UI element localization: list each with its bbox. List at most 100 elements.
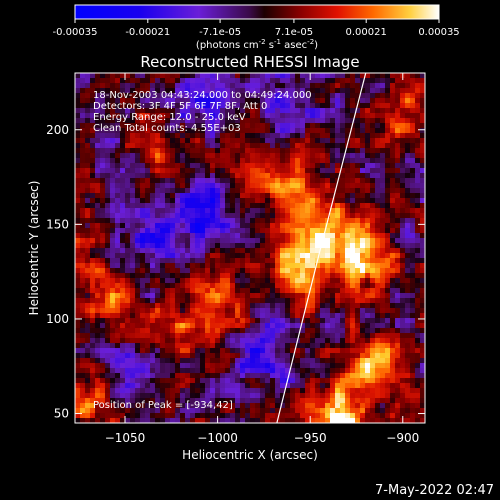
heatmap-cell	[270, 363, 275, 368]
heatmap-cell	[120, 273, 125, 278]
heatmap-cell	[90, 418, 95, 423]
heatmap-cell	[155, 213, 160, 218]
heatmap-cell	[305, 378, 310, 383]
heatmap-cell	[170, 403, 175, 408]
heatmap-cell	[145, 163, 150, 168]
heatmap-cell	[285, 288, 290, 293]
heatmap-cell	[285, 98, 290, 103]
heatmap-cell	[375, 323, 380, 328]
heatmap-cell	[195, 218, 200, 223]
heatmap-cell	[85, 418, 90, 423]
heatmap-cell	[335, 203, 340, 208]
heatmap-cell	[345, 83, 350, 88]
heatmap-cell	[385, 283, 390, 288]
heatmap-cell	[335, 318, 340, 323]
heatmap-cell	[285, 293, 290, 298]
heatmap-cell	[150, 238, 155, 243]
heatmap-cell	[365, 328, 370, 333]
heatmap-cell	[270, 83, 275, 88]
heatmap-cell	[345, 123, 350, 128]
heatmap-cell	[135, 158, 140, 163]
heatmap-cell	[325, 173, 330, 178]
heatmap-cell	[205, 318, 210, 323]
heatmap-cell	[150, 378, 155, 383]
heatmap-cell	[225, 78, 230, 83]
heatmap-cell	[400, 123, 405, 128]
heatmap-cell	[250, 248, 255, 253]
heatmap-cell	[130, 413, 135, 418]
heatmap-cell	[210, 353, 215, 358]
heatmap-cell	[350, 308, 355, 313]
heatmap-cell	[210, 223, 215, 228]
heatmap-cell	[380, 188, 385, 193]
heatmap-cell	[230, 293, 235, 298]
heatmap-cell	[145, 283, 150, 288]
heatmap-cell	[160, 73, 165, 78]
heatmap-cell	[130, 398, 135, 403]
heatmap-cell	[370, 148, 375, 153]
heatmap-cell	[105, 208, 110, 213]
heatmap-cell	[135, 288, 140, 293]
heatmap-cell	[370, 273, 375, 278]
heatmap-cell	[325, 138, 330, 143]
heatmap-cell	[75, 263, 80, 268]
heatmap-cell	[290, 103, 295, 108]
heatmap-cell	[135, 403, 140, 408]
heatmap-cell	[385, 188, 390, 193]
heatmap-cell	[325, 118, 330, 123]
heatmap-cell	[130, 223, 135, 228]
heatmap-cell	[270, 138, 275, 143]
heatmap-cell	[190, 348, 195, 353]
heatmap-cell	[200, 213, 205, 218]
heatmap-cell	[105, 403, 110, 408]
heatmap-cell	[100, 343, 105, 348]
heatmap-cell	[205, 78, 210, 83]
heatmap-cell	[255, 153, 260, 158]
heatmap-cell	[80, 358, 85, 363]
heatmap-cell	[290, 378, 295, 383]
heatmap-cell	[240, 358, 245, 363]
heatmap-cell	[400, 353, 405, 358]
heatmap-cell	[105, 98, 110, 103]
heatmap-cell	[100, 303, 105, 308]
heatmap-cell	[380, 113, 385, 118]
heatmap-cell	[170, 298, 175, 303]
heatmap-cell	[130, 178, 135, 183]
heatmap-cell	[200, 128, 205, 133]
heatmap-cell	[100, 128, 105, 133]
heatmap-cell	[255, 158, 260, 163]
heatmap-cell	[305, 83, 310, 88]
heatmap-cell	[165, 348, 170, 353]
heatmap-cell	[410, 323, 415, 328]
heatmap-cell	[315, 123, 320, 128]
heatmap-cell	[125, 133, 130, 138]
heatmap-cell	[170, 308, 175, 313]
heatmap-cell	[380, 98, 385, 103]
heatmap-cell	[85, 203, 90, 208]
heatmap-cell	[215, 223, 220, 228]
heatmap-cell	[380, 153, 385, 158]
heatmap-cell	[120, 78, 125, 83]
heatmap-cell	[175, 158, 180, 163]
heatmap-cell	[250, 203, 255, 208]
heatmap-cell	[300, 268, 305, 273]
heatmap-cell	[285, 263, 290, 268]
heatmap-cell	[350, 258, 355, 263]
heatmap-cell	[405, 158, 410, 163]
heatmap-cell	[75, 123, 80, 128]
heatmap-cell	[310, 88, 315, 93]
heatmap-cell	[190, 273, 195, 278]
heatmap-cell	[180, 393, 185, 398]
heatmap-cell	[395, 418, 400, 423]
heatmap-cell	[345, 223, 350, 228]
heatmap-cell	[345, 158, 350, 163]
heatmap-cell	[180, 383, 185, 388]
heatmap-cell	[120, 323, 125, 328]
heatmap-cell	[235, 123, 240, 128]
heatmap-cell	[130, 373, 135, 378]
heatmap-cell	[375, 343, 380, 348]
heatmap-cell	[155, 138, 160, 143]
heatmap-cell	[185, 353, 190, 358]
heatmap-cell	[170, 293, 175, 298]
heatmap-cell	[235, 378, 240, 383]
